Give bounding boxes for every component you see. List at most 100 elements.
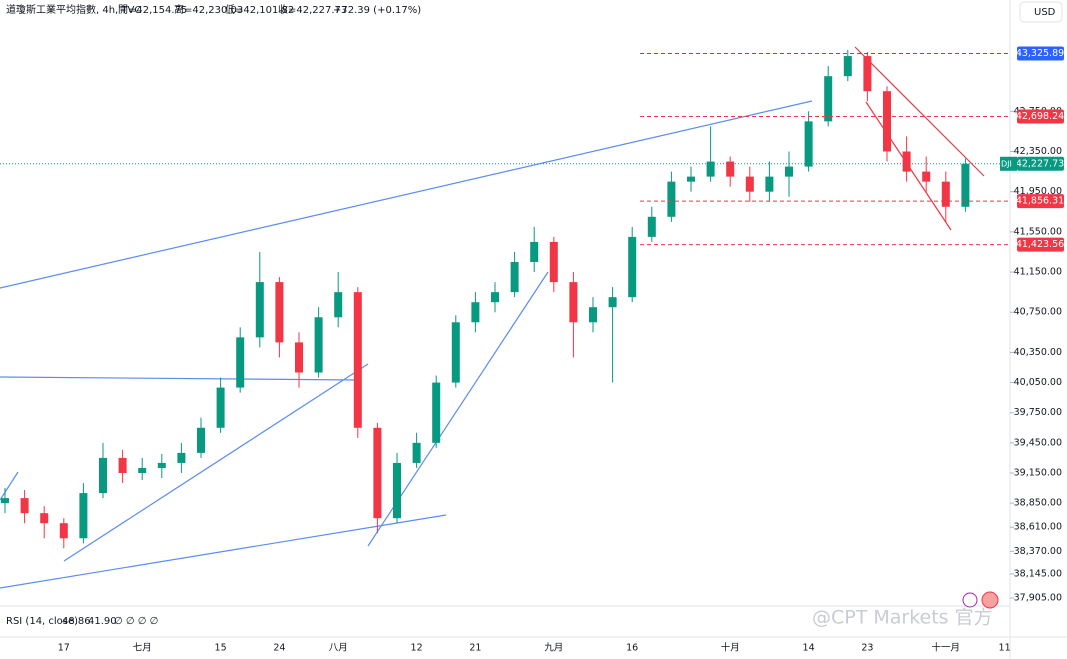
price-tag-label: 42,698.24 xyxy=(1016,111,1064,122)
price-tag xyxy=(1017,109,1064,124)
x-tick-label: 七月 xyxy=(133,643,152,654)
watermark: @CPT Markets 官方 xyxy=(812,607,993,629)
x-tick-label: 15 xyxy=(215,643,227,654)
y-tick-label: 41,150.00 xyxy=(1014,267,1062,278)
candle-body xyxy=(608,297,617,308)
candle-body xyxy=(79,493,88,539)
candle-body xyxy=(569,282,578,323)
candle-body xyxy=(745,176,754,192)
price-tag-label: 43,325.89 xyxy=(1016,48,1064,59)
candle-body xyxy=(785,166,793,177)
x-tick-label: 23 xyxy=(861,643,873,654)
candle-body xyxy=(589,307,597,323)
currency: USD xyxy=(1034,7,1056,18)
trend-line xyxy=(0,514,447,589)
candle-body xyxy=(510,262,519,293)
candle-body xyxy=(295,342,303,373)
header-low: 低=42,101.82 xyxy=(225,3,294,16)
y-tick-label: 39,750.00 xyxy=(1014,407,1062,418)
candle-body xyxy=(99,457,107,494)
candle-body xyxy=(118,457,127,473)
candle-body xyxy=(824,76,833,122)
trend-line xyxy=(0,471,19,501)
y-tick-label: 38,850.00 xyxy=(1014,498,1062,509)
header-title: 道瓊斯工業平均指數, 4h, TVC xyxy=(6,3,141,16)
candle-body xyxy=(726,161,735,177)
candle-body xyxy=(197,427,205,453)
price-tag-label: 41,856.31 xyxy=(1016,196,1064,207)
candle-body xyxy=(138,467,147,473)
candle-body xyxy=(177,452,186,463)
candle-body xyxy=(687,176,695,182)
candle-body xyxy=(549,241,558,283)
price-tag-label: 42,227.73 xyxy=(1016,158,1064,169)
rsi-ma: 41.90 xyxy=(88,616,117,627)
candle-body xyxy=(393,462,401,519)
candle-body xyxy=(902,151,911,172)
candle-body xyxy=(59,523,68,539)
candle-body xyxy=(883,91,891,152)
candle-body xyxy=(255,282,264,338)
icon[interactable] xyxy=(981,591,999,609)
candle-body xyxy=(471,302,480,323)
y-tick-label: 38,370.00 xyxy=(1014,546,1062,557)
x-tick-label: 14 xyxy=(803,643,815,654)
candle-body xyxy=(863,56,872,92)
candle-body xyxy=(314,317,323,373)
candle-body xyxy=(373,427,382,519)
candle-body xyxy=(451,322,460,383)
candle-body xyxy=(353,292,362,428)
y-tick-label: 40,050.00 xyxy=(1014,377,1062,388)
rsi-label: RSI (14, close) xyxy=(6,616,78,627)
candle-body xyxy=(941,181,950,207)
x-tick-label: 24 xyxy=(273,643,285,654)
price-tag xyxy=(1017,156,1064,171)
y-tick-label: 39,150.00 xyxy=(1014,467,1062,478)
x-tick-label: 八月 xyxy=(329,643,348,654)
price-tag-label: 41,423.56 xyxy=(1016,239,1064,250)
rsi-placeholders: ∅ ∅ ∅ ∅ xyxy=(114,616,158,627)
x-tick-label: 17 xyxy=(58,643,70,654)
x-tick-label: 十月 xyxy=(721,642,740,654)
x-tick-label: 十一月 xyxy=(932,642,961,654)
price-tag xyxy=(1017,46,1064,61)
candle-body xyxy=(236,337,245,388)
candle-body xyxy=(40,513,49,524)
candle-body xyxy=(628,236,637,298)
candle-body xyxy=(843,56,852,77)
header-change: +72.39 (+0.17%) xyxy=(333,5,421,16)
candle-body xyxy=(216,387,225,428)
symbol-tag xyxy=(1000,156,1017,171)
price-tag xyxy=(1017,194,1064,209)
candle-body xyxy=(667,181,676,217)
candle-body xyxy=(530,241,539,263)
x-tick-label: 16 xyxy=(626,643,638,654)
candle-body xyxy=(765,176,774,192)
y-tick-label: 38,145.00 xyxy=(1014,568,1062,579)
currency-button[interactable] xyxy=(1019,1,1063,23)
x-tick-label: 21 xyxy=(469,643,481,654)
y-tick-label: 38,610.00 xyxy=(1014,522,1062,533)
y-tick-label: 41,550.00 xyxy=(1014,226,1062,237)
symbol-tag-label: DJI xyxy=(1001,159,1012,168)
header-open: 開=42,154.75 xyxy=(118,4,187,16)
icon[interactable] xyxy=(962,592,978,608)
trend-line xyxy=(63,363,369,562)
trend-line xyxy=(0,376,359,381)
y-tick-label: 41,950.00 xyxy=(1014,186,1062,197)
y-tick-label: 42,350.00 xyxy=(1014,146,1062,157)
candle-body xyxy=(412,442,421,463)
y-tick-label: 40,350.00 xyxy=(1014,347,1062,358)
candle-body xyxy=(922,171,931,182)
header-close: 收=42,227.73 xyxy=(278,3,347,16)
candle-body xyxy=(275,282,284,343)
y-tick-label: 40,750.00 xyxy=(1014,307,1062,318)
candle-body xyxy=(706,161,715,177)
candle-body xyxy=(1,498,9,504)
candle-body xyxy=(804,121,813,167)
candle-body xyxy=(157,462,166,468)
header-high: 高=42,230.03 xyxy=(174,3,243,16)
x-tick-label: 11 xyxy=(999,643,1011,654)
y-tick-label: 37,905.00 xyxy=(1014,593,1062,604)
